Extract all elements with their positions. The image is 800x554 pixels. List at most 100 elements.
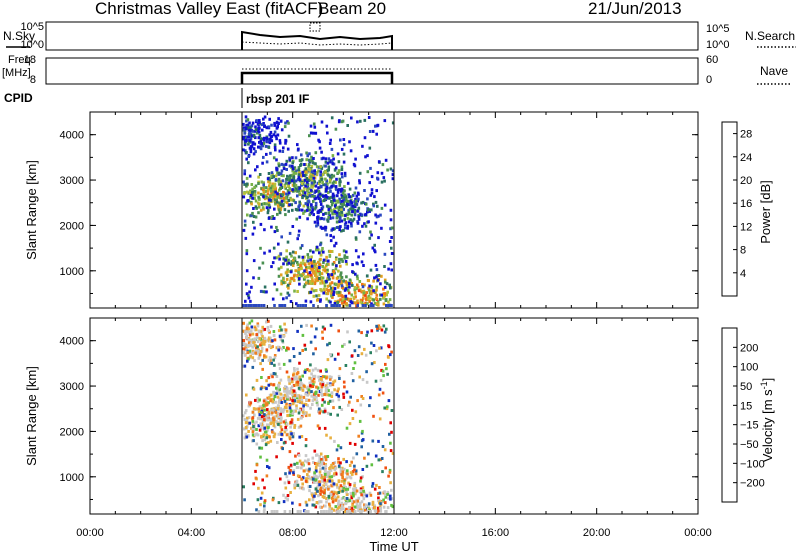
echo-cell-sparse [365,333,368,337]
echo-cell-sparse [297,411,301,415]
echo-cell-sparse [272,416,275,420]
echo-cell [283,281,287,284]
echo-cell [324,387,328,390]
echo-cell-sparse [333,210,337,214]
echo-cell [331,276,335,280]
echo-cell [260,202,264,206]
echo-cell [358,230,362,234]
echo-cell [304,268,308,272]
echo-cell-sparse [377,274,381,277]
echo-cell-sparse [378,387,382,391]
echo-cell [282,163,286,167]
x-tick-label: 16:00 [482,527,510,539]
echo-cell-sparse [356,120,359,124]
echo-cell [259,343,262,347]
echo-cell [367,286,370,290]
echo-cell [273,143,277,147]
echo-cell-sparse [327,494,331,498]
echo-cell [348,464,352,467]
echo-cell [242,339,246,342]
echo-cell [331,154,335,158]
echo-cell-sparse [250,192,254,196]
echo-cell-sparse [268,249,271,253]
echo-cell [254,128,258,132]
echo-cell [348,506,351,510]
echo-cell [344,221,348,225]
echo-cell-sparse [303,269,306,273]
echo-cell [267,125,270,129]
echo-cell-sparse [331,383,335,387]
echo-cell [325,486,328,490]
echo-cell-sparse [371,246,375,250]
echo-cell-sparse [272,216,276,220]
echo-cell [272,187,275,191]
colorbar-tick-label: 4 [740,268,746,280]
echo-cell [251,426,255,430]
echo-cell [316,189,319,193]
echo-cell [266,414,270,418]
echo-cell [322,194,325,198]
echo-cell [291,402,295,406]
echo-cell-sparse [291,399,294,403]
echo-cell [325,195,328,199]
echo-cell-sparse [262,142,265,146]
echo-cell [261,439,264,443]
echo-cell-sparse [327,273,330,277]
echo-cell-sparse [291,167,295,171]
echo-cell-sparse [389,441,392,445]
echo-cell [293,394,297,397]
echo-cell [314,367,317,371]
echo-cell [360,500,364,504]
echo-cell [331,289,334,293]
echo-cell [341,203,344,207]
echo-cell [255,119,258,123]
echo-cell [319,500,323,504]
echo-cell-sparse [278,257,281,261]
echo-cell-sparse [266,177,270,181]
echo-cell-sparse [357,215,361,219]
echo-cell [367,288,371,292]
echo-cell [297,255,301,259]
echo-cell [273,432,277,436]
echo-cell-sparse [360,331,363,335]
echo-cell [317,489,321,493]
echo-cell [286,189,290,193]
echo-cell-sparse [329,300,332,304]
echo-cell [306,205,310,209]
echo-cell [373,195,376,199]
echo-cell-sparse [365,464,369,468]
echo-cell [338,220,341,224]
echo-cell [250,183,254,186]
echo-cell [298,399,301,403]
echo-cell [247,155,250,158]
echo-cell [322,495,326,499]
echo-cell-sparse [385,367,388,371]
echo-cell-sparse [341,119,345,123]
echo-cell [375,285,379,289]
echo-cell-sparse [261,128,264,132]
echo-cell-sparse [354,272,357,276]
echo-cell [322,287,326,291]
echo-cell-sparse [391,177,395,181]
echo-cell-sparse [323,426,327,430]
echo-cell-sparse [354,236,358,240]
echo-cell-sparse [366,154,369,158]
echo-cell [256,131,259,135]
echo-cell [349,476,353,480]
echo-cell-sparse [265,425,269,429]
echo-cell [274,202,277,206]
echo-cell [287,390,291,394]
echo-cell [330,286,333,290]
echo-cell [334,267,338,271]
echo-cell [290,385,294,389]
echo-cell [341,472,344,476]
echo-cell [340,168,344,171]
echo-cell [310,203,313,207]
echo-cell-sparse [254,168,257,172]
echo-cell [282,198,286,202]
echo-cell-sparse [300,477,303,481]
echo-cell [354,291,357,295]
echo-cell-sparse [389,421,392,425]
echo-cell [359,487,363,491]
echo-cell-sparse [348,140,351,144]
